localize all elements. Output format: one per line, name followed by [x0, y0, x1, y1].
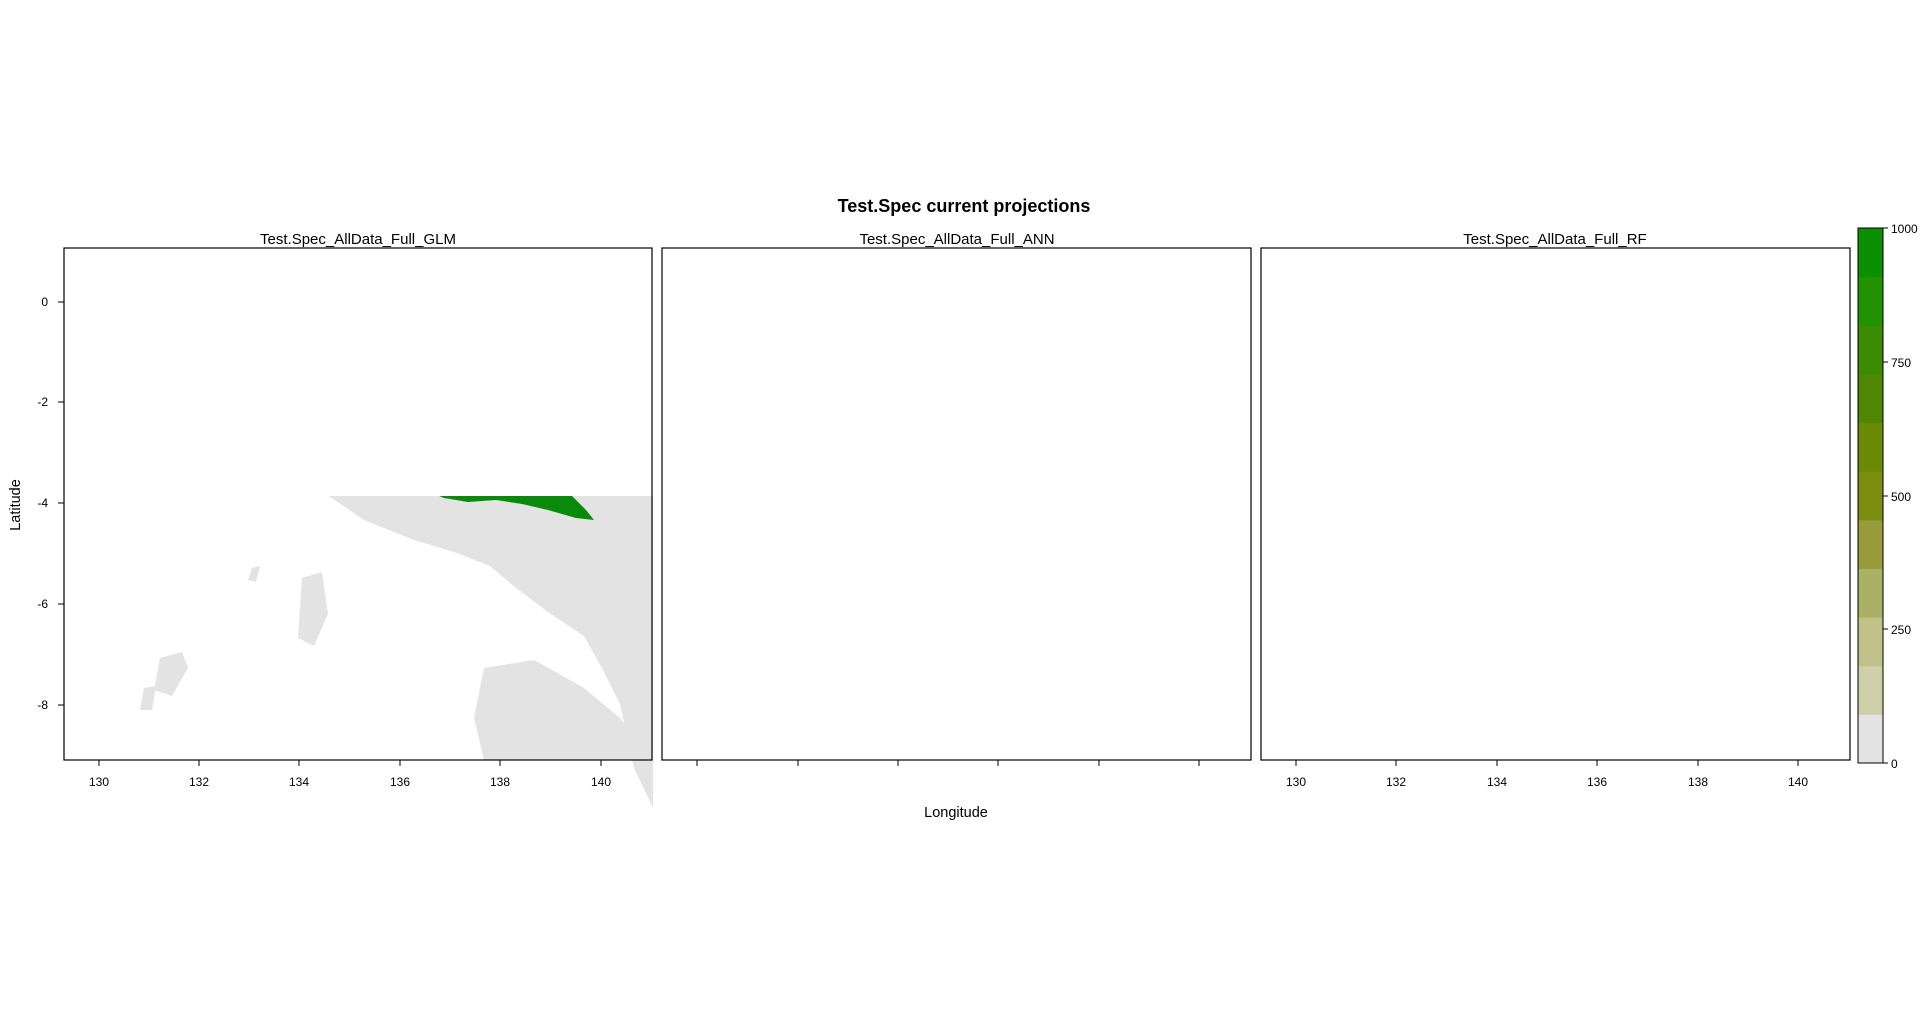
color-key-band	[1858, 422, 1883, 472]
panel-title-rf: Test.Spec_AllData_Full_RF	[1463, 231, 1646, 248]
suitability-low-rf	[1273, 652, 1385, 710]
y-axis-title: Latitude	[8, 479, 24, 531]
x-axis-title: Longitude	[924, 805, 988, 821]
y-tick-label: -8	[37, 698, 48, 712]
panel-frame-rf	[1260, 247, 1851, 761]
x-tick-label: 140	[591, 775, 611, 789]
panel-ann: Test.Spec_AllData_Full_ANN	[661, 231, 1252, 808]
x-axis-ann	[696, 760, 1200, 766]
suitability-low-rf	[1261, 438, 1341, 492]
suitability-top-rf	[1713, 478, 1771, 506]
color-key-band	[1858, 471, 1883, 521]
suitability-mid-rf	[1731, 414, 1850, 438]
panel-rf: Test.Spec_AllData_Full_RF 130 132 13	[1260, 231, 1851, 808]
color-key-band	[1858, 519, 1883, 569]
color-key-band	[1858, 617, 1883, 667]
color-key-band	[1858, 228, 1883, 278]
x-tick-label: 130	[89, 775, 109, 789]
panel-frame-glm	[63, 247, 653, 761]
x-tick-label: 138	[1688, 775, 1708, 789]
x-tick-label: 136	[1587, 775, 1607, 789]
color-key-label: 0	[1891, 757, 1898, 771]
suitability-mid-rf	[1561, 462, 1850, 550]
panel-title-ann: Test.Spec_AllData_Full_ANN	[859, 231, 1054, 248]
color-key-label: 750	[1891, 356, 1911, 370]
land-mass-ann	[662, 302, 1251, 808]
suitability-mid-rf	[1441, 318, 1497, 356]
suitability-top-rf	[1725, 484, 1753, 498]
color-key-label: 1000	[1891, 222, 1918, 236]
color-key: 1000 750 500 250 0	[1857, 222, 1918, 771]
color-key-label: 500	[1891, 490, 1911, 504]
land-mass-glm	[128, 496, 653, 808]
x-tick-label: 134	[1487, 775, 1507, 789]
presence-area-glm	[439, 496, 594, 520]
suitability-low-rf	[1681, 700, 1850, 760]
panel-glm: Test.Spec_AllData_Full_GLM 0 -2 -4 -6 -8…	[37, 231, 653, 808]
land-mass-rf	[1261, 302, 1850, 808]
x-tick-label: 132	[189, 775, 209, 789]
color-key-label: 250	[1891, 623, 1911, 637]
suitability-low-rf	[1309, 302, 1363, 320]
color-key-band	[1858, 373, 1883, 424]
y-tick-label: 0	[41, 295, 48, 309]
x-tick-label: 140	[1788, 775, 1808, 789]
y-tick-label: -6	[37, 597, 48, 611]
x-tick-label: 134	[289, 775, 309, 789]
x-tick-label: 138	[490, 775, 510, 789]
suitability-high-rf	[1605, 472, 1850, 544]
x-axis-glm: 130 132 134 136 138 140	[89, 760, 611, 789]
y-tick-label: -2	[37, 395, 48, 409]
color-key-band	[1858, 665, 1883, 715]
main-title: Test.Spec current projections	[838, 196, 1091, 216]
color-key-band	[1858, 325, 1883, 375]
color-key-bands	[1858, 228, 1883, 764]
panel-title-glm: Test.Spec_AllData_Full_GLM	[260, 231, 456, 248]
x-axis-rf: 130 132 134 136 138 140	[1286, 760, 1808, 789]
presence-speck-ann	[984, 494, 988, 498]
color-key-band	[1858, 714, 1883, 764]
color-key-band	[1858, 568, 1883, 618]
panel-frame-ann	[661, 247, 1252, 761]
x-tick-label: 132	[1386, 775, 1406, 789]
x-tick-label: 136	[390, 775, 410, 789]
y-tick-label: -4	[37, 496, 48, 510]
presence-area-ann	[1026, 478, 1210, 532]
y-axis: 0 -2 -4 -6 -8	[37, 295, 64, 712]
x-tick-label: 130	[1286, 775, 1306, 789]
color-key-band	[1858, 276, 1883, 326]
